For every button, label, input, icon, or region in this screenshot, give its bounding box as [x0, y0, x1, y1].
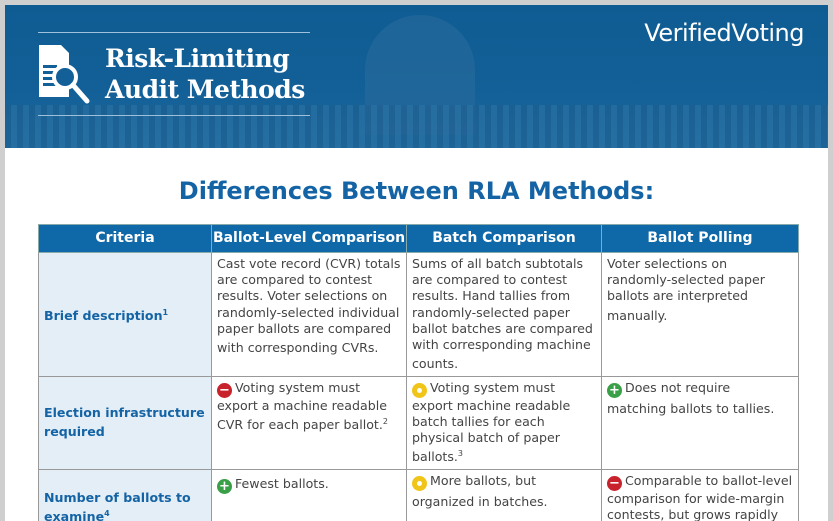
criteria-cell: Brief description1 [38, 252, 212, 377]
plus-icon: + [607, 382, 622, 398]
column-header: Ballot Polling [601, 224, 799, 253]
cell-text: Comparable to ballot-level comparison fo… [607, 472, 793, 521]
cell-text: Fewest ballots. [235, 475, 329, 491]
capitol-facade-image [5, 105, 828, 148]
table-cell: Voting system must export machine readab… [406, 375, 602, 470]
footnote-ref: 1 [162, 307, 169, 317]
column-header: Ballot-Level Comparison [211, 224, 407, 253]
table-cell: − Comparable to ballot-level comparison f… [601, 468, 799, 521]
plus-icon: + [217, 478, 232, 494]
header-banner: Risk-Limiting Audit Methods VerifiedVoti… [5, 5, 828, 148]
section-heading: Differences Between RLA Methods: [178, 177, 655, 205]
column-header: Batch Comparison [406, 224, 602, 253]
cell-text: Sums of all batch subtotals are compared… [412, 256, 593, 372]
table-row: Election infrastructure required − Voting … [38, 375, 799, 470]
document-title: Risk-Limiting Audit Methods [105, 43, 305, 105]
minus-icon: − [607, 475, 622, 491]
document-magnifier-icon [39, 45, 90, 104]
criteria-label: Election infrastructure required [44, 404, 205, 440]
table-cell: + Does not require matching ballots to ta… [601, 375, 799, 470]
footnote-ref: 4 [104, 508, 110, 518]
title-line: Risk-Limiting [105, 44, 290, 73]
column-header: Criteria [38, 224, 212, 253]
table-cell: − Voting system must export a machine rea… [211, 375, 407, 470]
table-cell: More ballots, but organized in batches. [406, 468, 602, 521]
verified-voting-logo: VerifiedVoting [644, 19, 804, 47]
cell-text: Cast vote record (CVR) totals are compar… [217, 256, 401, 356]
table-header-row: Criteria Ballot-Level Comparison Batch C… [38, 224, 799, 253]
neutral-icon [412, 382, 427, 398]
title-line: Audit Methods [105, 75, 305, 104]
footnote-ref: 3 [457, 449, 464, 459]
criteria-label: Brief description [44, 307, 163, 323]
criteria-cell: Election infrastructure required [38, 375, 212, 470]
table-cell: Voter selections on randomly-selected pa… [601, 252, 799, 377]
cell-text: Does not require matching ballots to tal… [607, 379, 775, 416]
table-cell: Cast vote record (CVR) totals are compar… [211, 252, 407, 377]
table-row: Number of ballots to examine4 + Fewest bal… [38, 468, 799, 521]
cell-text: More ballots, but organized in batches. [412, 472, 548, 509]
footnote-ref: 2 [382, 416, 388, 426]
table-cell: + Fewest ballots. [211, 468, 407, 521]
minus-icon: − [217, 382, 232, 398]
table-row: Brief description1 Cast vote record (CVR)… [38, 252, 799, 377]
divider [38, 32, 310, 33]
divider [38, 115, 310, 116]
table-cell: Sums of all batch subtotals are compared… [406, 252, 602, 377]
cell-text: Voting system must export a machine read… [217, 379, 387, 432]
document-page: Risk-Limiting Audit Methods VerifiedVoti… [5, 5, 828, 521]
criteria-label: Number of ballots to examine [44, 489, 191, 521]
criteria-cell: Number of ballots to examine4 [38, 468, 212, 521]
neutral-icon [412, 475, 427, 491]
cell-text: Voter selections on randomly-selected pa… [607, 256, 765, 323]
cell-text: Voting system must export machine readab… [412, 379, 571, 465]
comparison-table: Criteria Ballot-Level Comparison Batch C… [38, 224, 799, 521]
